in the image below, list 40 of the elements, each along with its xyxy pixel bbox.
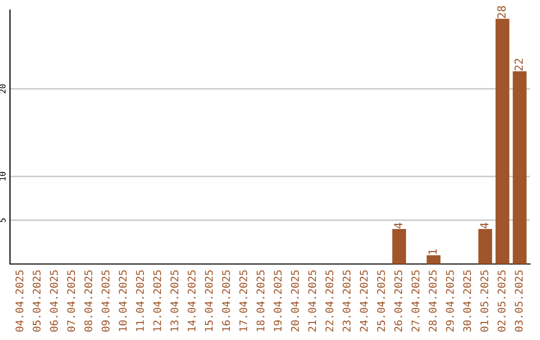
x-tick-label: 14.04.2025	[188, 270, 196, 332]
bar	[426, 255, 440, 264]
x-tick-label: 08.04.2025	[84, 270, 92, 332]
x-tick-label: 19.04.2025	[274, 270, 282, 332]
x-tick-label: 25.04.2025	[377, 270, 385, 332]
x-tick-label: 01.05.2025	[480, 270, 488, 332]
x-tick-label: 29.04.2025	[446, 270, 454, 332]
x-tick-label: 02.05.2025	[498, 270, 506, 332]
bar	[478, 228, 492, 264]
x-tick-label: 03.05.2025	[514, 270, 523, 332]
data-label: 4	[394, 222, 402, 228]
x-tick-label: 09.04.2025	[102, 270, 110, 332]
x-tick-label: 27.04.2025	[412, 270, 420, 332]
x-tick-label: 30.04.2025	[463, 270, 472, 332]
data-label: 28	[497, 6, 506, 18]
x-tick-label: 04.04.2025	[16, 270, 24, 332]
x-tick-label: 18.04.2025	[256, 270, 264, 332]
x-tick-label: 16.04.2025	[222, 270, 230, 332]
x-tick-label: 20.04.2025	[291, 270, 299, 332]
x-tick-label: 11.04.2025	[136, 270, 144, 332]
x-tick-label: 26.04.2025	[394, 270, 402, 332]
x-tick-label: 22.04.2025	[325, 270, 334, 332]
x-tick-label: 21.04.2025	[308, 270, 316, 332]
x-tick-label: 24.04.2025	[360, 270, 368, 332]
x-tick-label: 13.04.2025	[170, 270, 178, 332]
bar	[512, 71, 527, 264]
data-label: 22	[514, 58, 523, 70]
x-tick-label: 12.04.2025	[153, 270, 162, 332]
data-label: 4	[480, 222, 488, 228]
x-tick-label: 17.04.2025	[239, 270, 248, 332]
bar	[392, 228, 406, 264]
x-tick-label: 07.04.2025	[67, 270, 76, 332]
bar	[496, 18, 510, 264]
x-tick-label: 06.04.2025	[50, 270, 58, 332]
data-label: 1	[428, 249, 437, 254]
x-tick-label: 05.04.2025	[32, 270, 41, 332]
x-tick-label: 15.04.2025	[204, 270, 213, 332]
x-tick-label: 23.04.2025	[342, 270, 351, 332]
x-tick-label: 28.04.2025	[428, 270, 437, 332]
x-tick-label: 10.04.2025	[118, 270, 127, 332]
